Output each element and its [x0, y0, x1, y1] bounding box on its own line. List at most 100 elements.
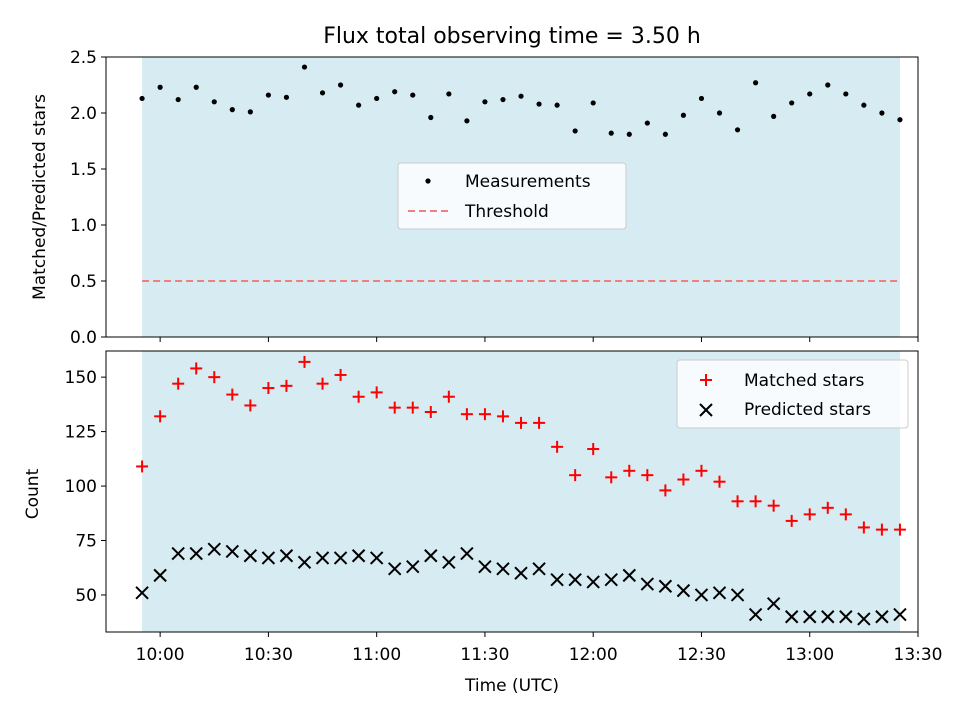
matched-star-point [731, 495, 744, 508]
legend-predicted-marker [699, 403, 713, 417]
legend-measurement-marker [425, 178, 431, 184]
measurement-point [879, 110, 885, 116]
top-axes-frame [105, 56, 919, 338]
predicted-star-point [496, 562, 510, 576]
predicted-star-point [514, 566, 528, 580]
bottom-legend: Matched stars Predicted stars [676, 359, 909, 429]
predicted-star-point [766, 596, 781, 611]
matched-star-point [442, 390, 455, 403]
measurement-point [392, 89, 398, 95]
predicted-star-point [297, 555, 312, 570]
bottom-y-axis-label: Count [23, 468, 43, 519]
predicted-star-point [803, 610, 817, 624]
matched-star-point [821, 501, 834, 514]
measurement-point [734, 127, 741, 133]
predicted-stars-points [135, 542, 907, 626]
predicted-star-point [442, 555, 456, 570]
measurement-point [572, 128, 578, 134]
predicted-star-point [821, 610, 835, 624]
bottom-legend-box [676, 359, 909, 429]
chart-title: Flux total observing time = 3.50 h [323, 24, 701, 49]
measurement-point [139, 95, 145, 102]
measurement-point [319, 90, 326, 96]
predicted-star-point [604, 573, 618, 587]
measurement-point [753, 80, 759, 86]
top-y-tick-label: 1.0 [70, 216, 97, 236]
measurement-point [518, 93, 524, 99]
matched-star-point [551, 440, 564, 453]
predicted-star-point [532, 562, 546, 576]
matched-star-point [605, 471, 618, 484]
x-tick-label: 11:30 [460, 645, 509, 665]
legend-measurements-label: Measurements [465, 172, 591, 192]
bottom-y-tick-label: 75 [75, 532, 97, 552]
predicted-star-point [622, 568, 636, 583]
top-y-ticks: 0.0 0.5 1.0 1.5 2.0 2.5 [70, 48, 106, 348]
matched-star-point [749, 495, 762, 508]
matched-star-point [190, 362, 203, 375]
measurement-point [446, 91, 452, 97]
x-axis-label: Time (UTC) [464, 676, 559, 696]
bottom-y-tick-label: 150 [65, 368, 97, 388]
measurement-point [428, 114, 434, 121]
predicted-star-point [784, 610, 799, 624]
predicted-star-point [550, 573, 564, 587]
predicted-star-point [893, 607, 907, 622]
measurement-point [861, 102, 867, 108]
measurement-point [175, 96, 181, 103]
bottom-y-ticks: 50 75 100 125 150 [65, 368, 106, 606]
legend-matched-label: Matched stars [744, 371, 864, 391]
matched-star-point [785, 514, 798, 527]
matched-star-point [587, 443, 600, 456]
matched-star-point [839, 508, 852, 521]
measurement-points [139, 64, 903, 137]
bottom-y-tick-label: 100 [65, 477, 97, 497]
predicted-star-point [478, 559, 492, 574]
predicted-star-point [153, 568, 167, 583]
predicted-star-point [135, 586, 149, 600]
matched-star-point [533, 416, 546, 429]
x-tick-label: 10:00 [136, 645, 185, 665]
matched-star-point [244, 399, 257, 412]
measurement-point [464, 118, 470, 124]
measurement-point [644, 120, 650, 126]
matched-star-point [406, 401, 419, 414]
matched-star-point [262, 382, 275, 395]
measurement-point [590, 100, 596, 106]
predicted-star-point [406, 559, 420, 574]
matched-star-point [893, 523, 906, 536]
predicted-star-point [748, 607, 763, 622]
matched-star-point [695, 464, 708, 477]
x-tick-label: 11:00 [352, 645, 401, 665]
predicted-star-point [171, 546, 185, 561]
matched-star-point [496, 410, 509, 423]
measurement-point [482, 99, 488, 105]
top-legend-box [397, 162, 627, 230]
top-y-axis-label: Matched/Predicted stars [30, 94, 50, 300]
matched-star-point [424, 405, 437, 418]
measurement-point [211, 99, 217, 105]
predicted-star-point [460, 546, 474, 561]
top-panel: 0.0 0.5 1.0 1.5 2.0 2.5 Flux total observing … [30, 24, 919, 348]
measurement-point [374, 95, 380, 102]
predicted-star-point [640, 577, 655, 591]
measurement-point [789, 100, 795, 106]
predicted-star-point [424, 549, 438, 563]
x-tick-label: 12:00 [569, 645, 618, 665]
matched-star-point [334, 368, 347, 381]
predicted-star-point [839, 610, 853, 624]
matched-star-point [280, 379, 293, 392]
predicted-star-point [658, 579, 673, 593]
top-y-tick-label: 0.0 [70, 328, 97, 348]
predicted-star-point [676, 583, 691, 598]
measurement-point [301, 64, 308, 70]
matched-star-point [515, 416, 528, 429]
predicted-star-point [333, 551, 348, 565]
predicted-star-point [261, 551, 276, 565]
matched-star-point [136, 460, 149, 473]
matched-star-point [298, 355, 311, 368]
matched-star-point [154, 410, 167, 423]
matched-star-point [875, 523, 888, 536]
matched-star-point [388, 401, 401, 414]
x-tick-label: 13:30 [894, 645, 943, 665]
